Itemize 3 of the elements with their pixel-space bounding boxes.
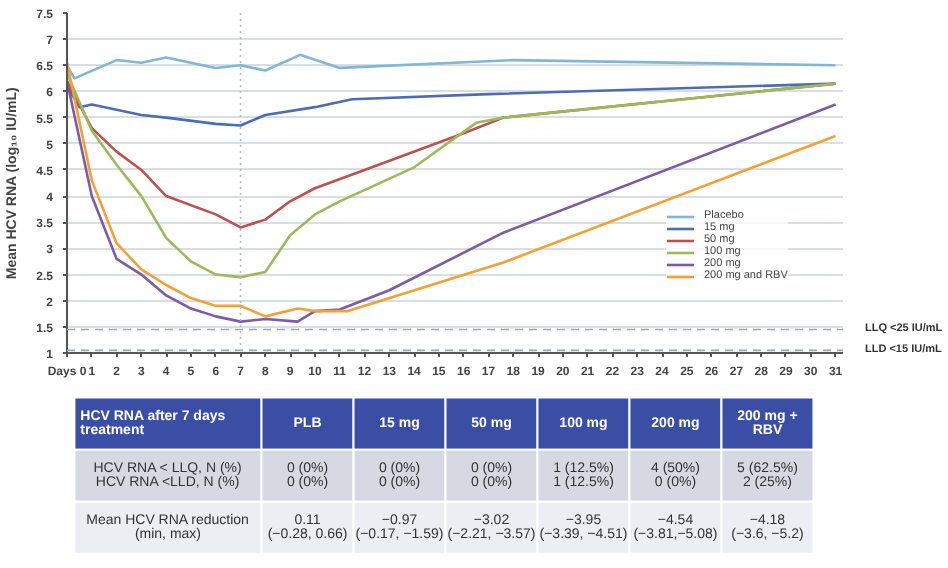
line-series	[67, 71, 837, 279]
line-series	[67, 53, 837, 80]
line-series	[67, 82, 837, 127]
